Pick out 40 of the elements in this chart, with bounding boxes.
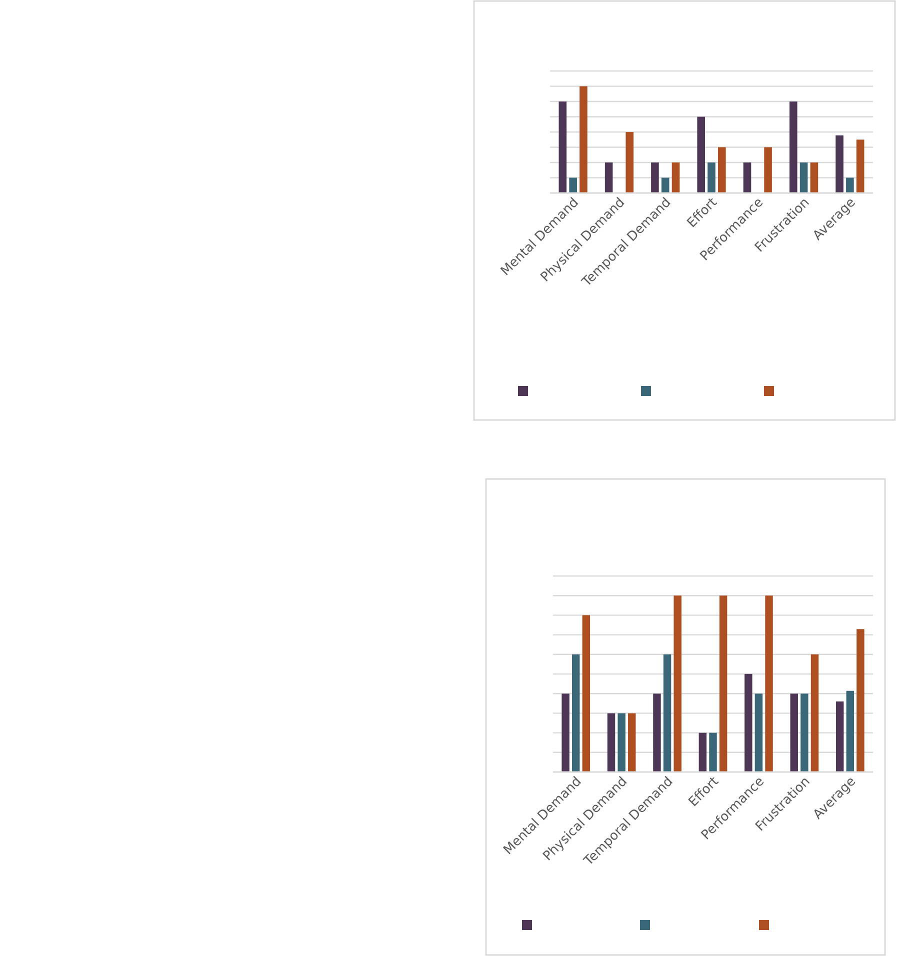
bar bbox=[810, 654, 819, 772]
bar bbox=[604, 162, 613, 193]
bar bbox=[718, 147, 726, 193]
bar bbox=[562, 694, 570, 772]
bar bbox=[800, 694, 808, 772]
bar bbox=[626, 132, 634, 193]
bar bbox=[661, 178, 670, 193]
bar bbox=[836, 701, 844, 772]
bar bbox=[836, 135, 844, 193]
bar bbox=[846, 178, 854, 193]
bar bbox=[672, 162, 680, 193]
bar bbox=[628, 713, 636, 772]
bar bbox=[580, 86, 588, 193]
bar bbox=[800, 162, 808, 193]
bar bbox=[582, 615, 590, 772]
bar bbox=[789, 102, 798, 193]
bar bbox=[572, 654, 580, 772]
bar bbox=[607, 713, 616, 772]
bar bbox=[754, 694, 763, 772]
bar bbox=[744, 674, 752, 772]
bar bbox=[663, 654, 672, 772]
bar bbox=[856, 629, 864, 772]
bar bbox=[709, 732, 717, 772]
bar bbox=[810, 162, 818, 193]
bar bbox=[765, 596, 773, 772]
bar bbox=[653, 694, 661, 772]
bar bbox=[698, 732, 707, 772]
bar bbox=[697, 116, 705, 193]
bar bbox=[856, 140, 864, 193]
bar bbox=[846, 690, 854, 772]
bar bbox=[719, 596, 728, 772]
bar bbox=[674, 596, 682, 772]
bar bbox=[618, 713, 626, 772]
bar bbox=[790, 694, 798, 772]
bar bbox=[708, 162, 716, 193]
bar bbox=[651, 162, 659, 193]
bar bbox=[558, 102, 567, 193]
bar bbox=[569, 178, 577, 193]
bar bbox=[764, 147, 772, 193]
bar bbox=[743, 162, 752, 193]
